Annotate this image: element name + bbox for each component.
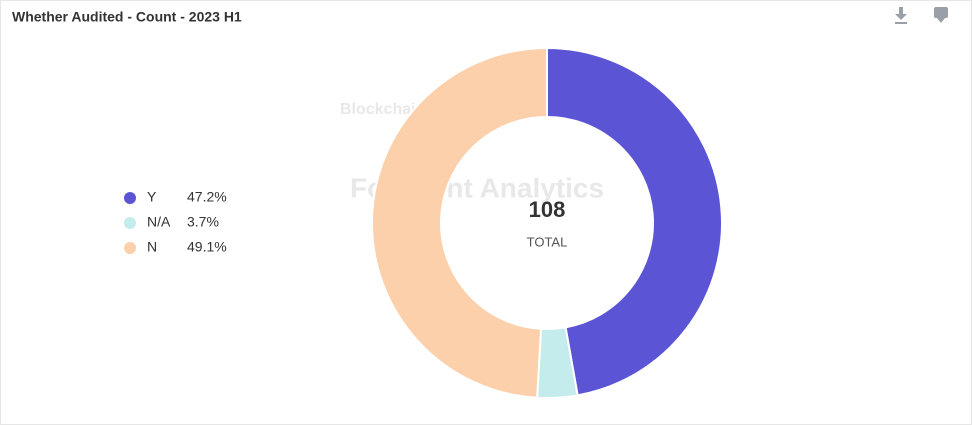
legend-label: N <box>147 239 157 255</box>
legend: Y 47.2% N/A 3.7% N 49.1% <box>124 189 227 255</box>
download-icon[interactable] <box>895 7 907 24</box>
legend-value: 49.1% <box>187 239 227 255</box>
download-stem <box>899 7 903 16</box>
api-icon[interactable] <box>934 7 948 23</box>
download-arrow <box>895 14 907 20</box>
legend-swatch <box>124 192 136 204</box>
donut-slice <box>371 46 548 399</box>
legend-label: N/A <box>147 214 171 230</box>
legend-swatch <box>124 242 136 254</box>
legend-value: 47.2% <box>187 189 227 205</box>
center-value: 108 <box>529 197 566 222</box>
donut-slice <box>546 46 723 397</box>
api-box <box>934 7 948 18</box>
donut <box>371 46 723 399</box>
legend-label: Y <box>147 189 157 205</box>
legend-swatch <box>124 217 136 229</box>
download-base <box>895 22 907 24</box>
api-tail <box>937 18 945 23</box>
center-label: TOTAL <box>527 234 568 249</box>
chart-title: Whether Audited - Count - 2023 H1 <box>12 9 242 25</box>
legend-value: 3.7% <box>187 214 219 230</box>
